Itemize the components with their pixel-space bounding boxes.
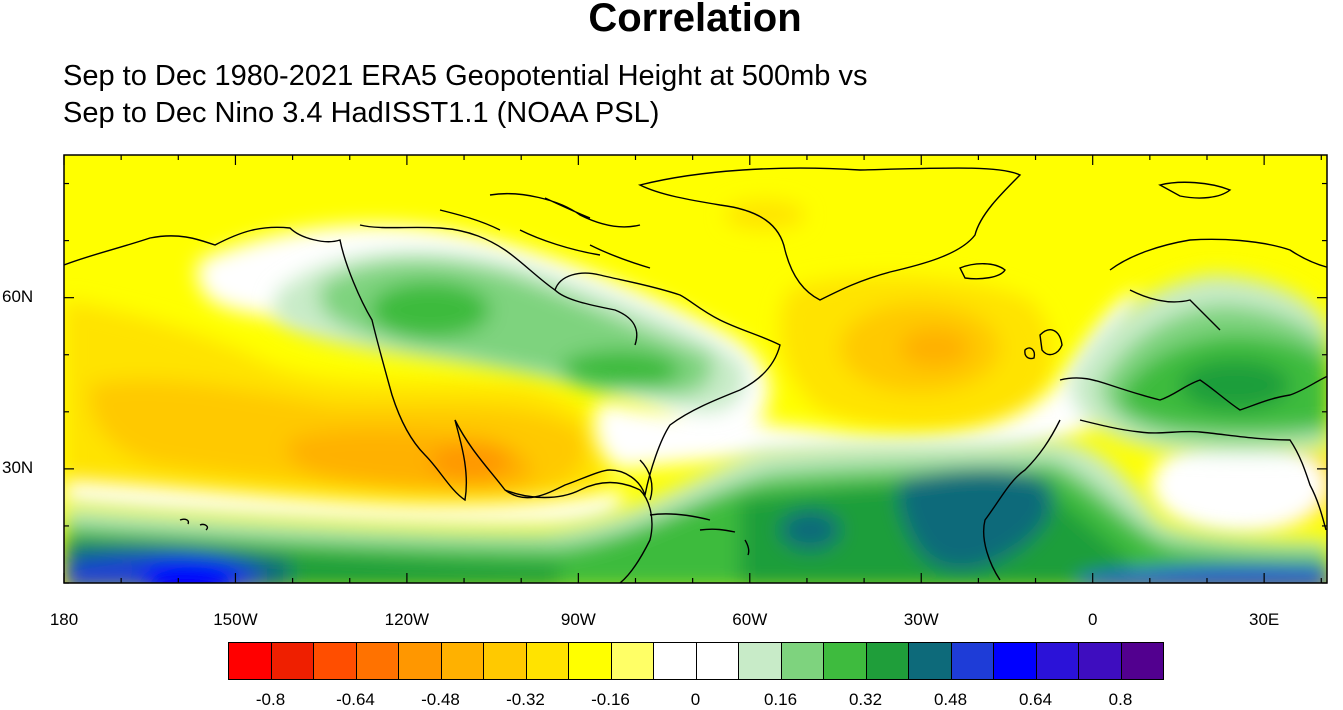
colorbar-swatch xyxy=(440,642,484,680)
colorbar-tick-label: -0.32 xyxy=(506,690,545,709)
colorbar-swatch xyxy=(823,642,867,680)
hudson-bay xyxy=(554,289,638,346)
north-america-coast xyxy=(64,224,781,502)
colorbar-tick-label: 0.64 xyxy=(1018,690,1053,709)
colorbar-swatch xyxy=(738,642,782,680)
florida xyxy=(639,459,653,501)
lon-tick-label: 90W xyxy=(560,610,596,629)
colorbar-swatch xyxy=(865,642,909,680)
pos-tropical-darkgreen xyxy=(64,478,1130,583)
pos-europe-core xyxy=(1180,360,1290,410)
colorbar-swatch xyxy=(1120,642,1164,680)
greenland-coast xyxy=(637,167,1022,301)
figure-subtitle-line1: Sep to Dec 1980-2021 ERA5 Geopotential H… xyxy=(63,60,868,92)
colorbar-tick-label: 0.8 xyxy=(1108,690,1133,709)
lat-tick-label: 30N xyxy=(2,457,34,477)
lon-tick-label: 0 xyxy=(1087,610,1098,629)
colorbar-swatch xyxy=(1035,642,1079,680)
colorbar-tick-label: 0.32 xyxy=(848,690,883,709)
gulf-mexico-coast xyxy=(504,481,653,583)
pos-east-blue xyxy=(1080,566,1327,583)
lon-tick-label: 120W xyxy=(384,610,430,629)
arctic-islands xyxy=(439,193,651,269)
zero-band-tropical xyxy=(64,480,624,527)
neg-greenland-small xyxy=(725,201,805,229)
lon-tick-label: 30E xyxy=(1249,610,1280,629)
lat-tick-label: 60N xyxy=(2,286,34,306)
colorbar-tick-label: -0.16 xyxy=(591,690,630,709)
colorbar-swatch xyxy=(313,642,357,680)
colorbar-tick-label: -0.8 xyxy=(255,690,286,709)
colorbar-swatch xyxy=(908,642,952,680)
colorbar-swatch xyxy=(950,642,994,680)
pos-atlantic-teal-small xyxy=(780,510,840,550)
caribbean-islands xyxy=(649,513,750,556)
map-frame xyxy=(63,154,1328,584)
colorbar-tick-label: -0.64 xyxy=(336,690,375,709)
colorbar-swatch xyxy=(993,642,1037,680)
colorbar-swatch xyxy=(398,642,442,680)
colorbar-tick-label: -0.48 xyxy=(421,690,460,709)
colorbar-swatch xyxy=(228,642,272,680)
british-isles xyxy=(1024,329,1063,360)
pos-hawaii-core xyxy=(140,560,240,583)
europe-coast xyxy=(1059,181,1327,411)
colorbar-swatch xyxy=(525,642,569,680)
coastlines xyxy=(64,167,1327,583)
colorbar-swatch xyxy=(780,642,824,680)
zero-band-atlantic xyxy=(594,290,1140,470)
lon-tick-label: 150W xyxy=(213,610,258,629)
colorbar-swatch xyxy=(483,642,527,680)
colorbar-tick-label: 0.48 xyxy=(933,690,968,709)
pos-canada-core xyxy=(370,282,490,338)
colorbar-swatch xyxy=(568,642,612,680)
pos-greatlakes-core xyxy=(560,350,680,390)
colorbar-swatch xyxy=(653,642,697,680)
figure-title: Correlation xyxy=(588,0,802,40)
colorbar-swatch xyxy=(270,642,314,680)
lon-tick-label: 180 xyxy=(49,610,79,629)
africa-coast xyxy=(983,419,1327,581)
correlation-field xyxy=(64,155,1327,583)
zero-band-egypt xyxy=(1150,435,1327,535)
lon-tick-label: 60W xyxy=(732,610,768,629)
axis-ticks xyxy=(63,155,1327,584)
colorbar-swatch xyxy=(695,642,739,680)
colorbar-swatch xyxy=(355,642,399,680)
iceland xyxy=(959,263,1006,280)
colorbar-swatch xyxy=(1078,642,1122,680)
pos-atlantic-teal xyxy=(898,469,1053,571)
colorbar-tick-label: 0.16 xyxy=(763,690,798,709)
lon-tick-label: 30W xyxy=(903,610,939,629)
neg-atlantic-core xyxy=(900,328,970,368)
colorbar-swatch xyxy=(610,642,654,680)
hawaii xyxy=(179,518,209,531)
figure-subtitle-line2: Sep to Dec Nino 3.4 HadISST1.1 (NOAA PSL… xyxy=(63,97,660,129)
colorbar-tick-label: 0 xyxy=(690,690,701,709)
